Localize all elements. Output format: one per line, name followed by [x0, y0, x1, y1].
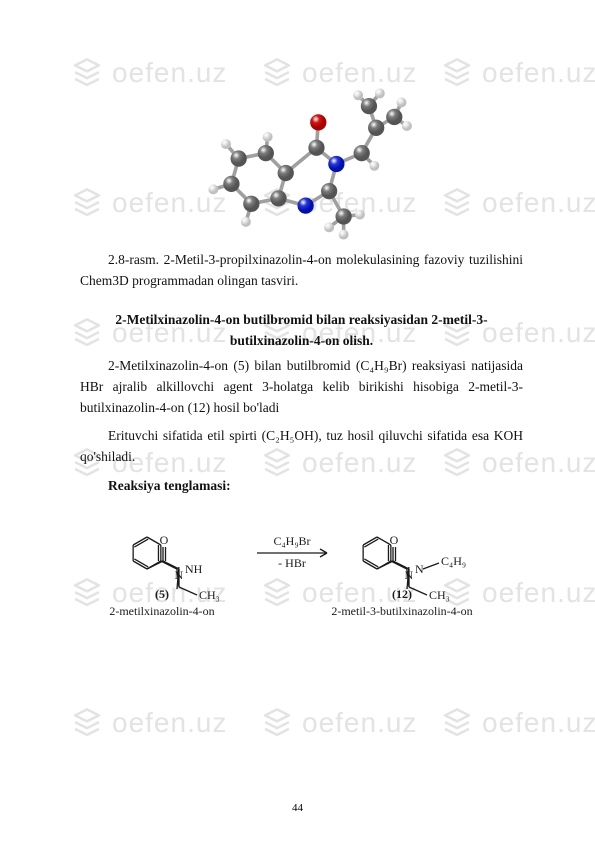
stack-icon: [70, 706, 104, 740]
reaction-scheme-svg: O NH N CH₃ (5) 2-metilxinazolin-4-on C₄H₉Br - H…: [92, 503, 512, 643]
svg-text:2-metil-3-butilxinazolin-4-on: 2-metil-3-butilxinazolin-4-on: [331, 604, 472, 618]
reaction-scheme: O NH N CH₃ (5) 2-metilxinazolin-4-on C₄H₉Br - H…: [80, 503, 523, 643]
watermark-item: oefen.uz: [260, 706, 417, 740]
svg-text:(5): (5): [155, 587, 169, 601]
molecule-3d-figure: [80, 50, 523, 240]
stack-icon: [260, 706, 294, 740]
heading-line-1: 2-Metilxinazolin-4-on butilbromid bilan …: [115, 312, 487, 327]
molecule-svg: [182, 50, 422, 240]
watermark-item: oefen.uz: [70, 706, 227, 740]
svg-text:CH₃: CH₃: [429, 588, 450, 602]
svg-text:- HBr: - HBr: [278, 556, 306, 570]
watermark-text: oefen.uz: [302, 707, 417, 739]
page-content: 2.8-rasm. 2-Metil-3-propilxinazolin-4-on…: [0, 0, 595, 683]
figure-caption: 2.8-rasm. 2-Metil-3-propilxinazolin-4-on…: [80, 250, 523, 292]
reaction-label: Reaksiya tenglamasi:: [80, 476, 523, 497]
watermark-text: oefen.uz: [112, 707, 227, 739]
svg-text:2-metilxinazolin-4-on: 2-metilxinazolin-4-on: [109, 604, 214, 618]
body-paragraph-1: 2-Metilxinazolin-4-on (5) bilan butilbro…: [80, 356, 523, 419]
svg-text:C₄H₉: C₄H₉: [441, 554, 466, 568]
svg-text:NH: NH: [185, 562, 203, 576]
heading-line-2: butilxinazolin-4-on olish.: [80, 331, 523, 352]
body-paragraph-2: Erituvchi sifatida etil spirti (C₂H₅OH),…: [80, 426, 523, 468]
watermark-item: oefen.uz: [440, 706, 595, 740]
svg-text:C₄H₉Br: C₄H₉Br: [273, 534, 310, 548]
svg-text:O: O: [159, 533, 168, 547]
svg-text:N: N: [415, 562, 424, 576]
section-heading: 2-Metilxinazolin-4-on butilbromid bilan …: [80, 310, 523, 352]
stack-icon: [440, 706, 474, 740]
svg-text:(12): (12): [392, 587, 412, 601]
svg-text:CH₃: CH₃: [199, 588, 220, 602]
page-number: 44: [0, 802, 595, 814]
watermark-text: oefen.uz: [482, 707, 595, 739]
svg-text:O: O: [389, 533, 398, 547]
